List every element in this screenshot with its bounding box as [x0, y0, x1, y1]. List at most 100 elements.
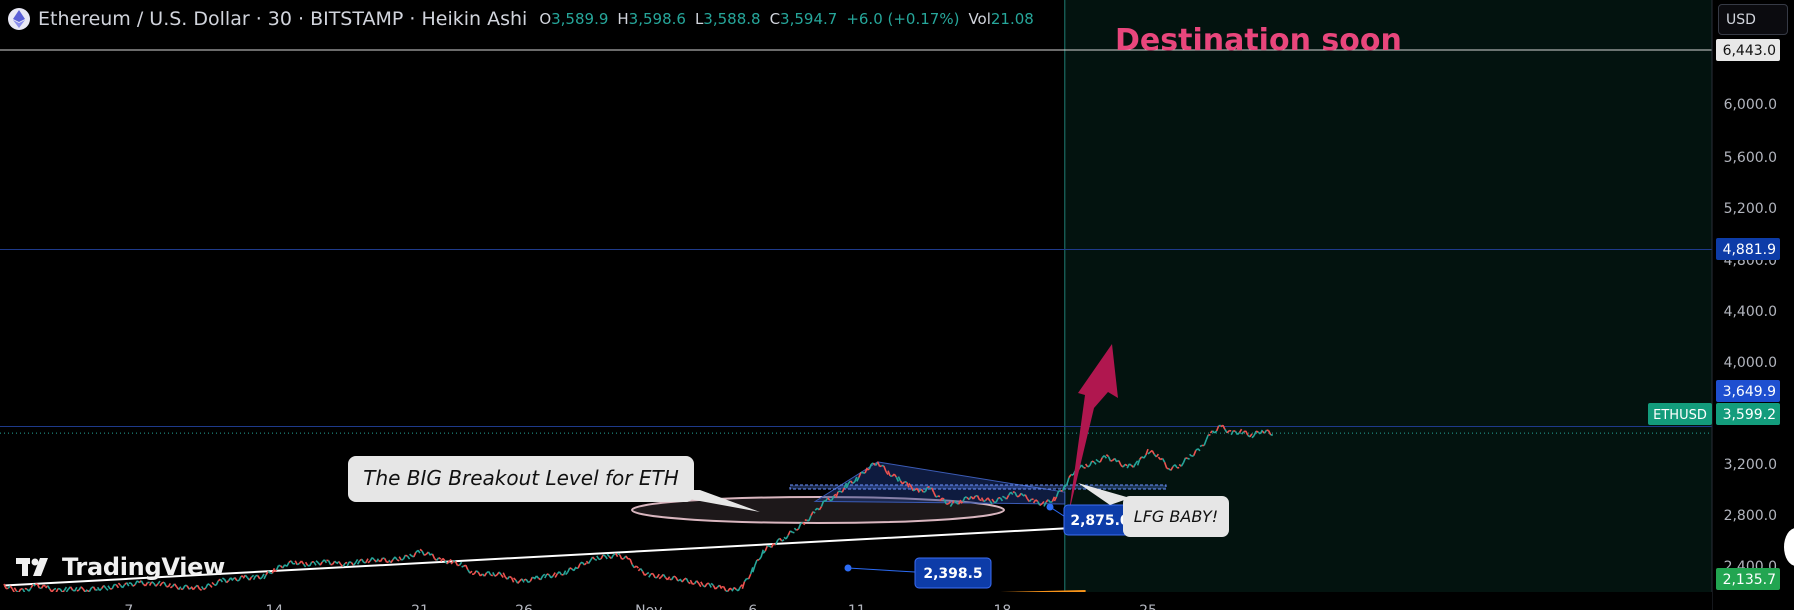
- price-candle-segment: [535, 575, 540, 579]
- price-candle-segment: [121, 584, 126, 589]
- price-candle-segment: [625, 555, 629, 560]
- price-candle-segment: [1097, 460, 1101, 463]
- price-candle-segment: [1083, 466, 1086, 469]
- price-candle-segment: [1064, 483, 1068, 488]
- price-candle-segment: [327, 560, 332, 566]
- price-candle-segment: [1068, 474, 1072, 479]
- ohlc-key: C: [769, 10, 781, 28]
- price-candle-segment: [302, 563, 307, 568]
- price-candle-segment: [203, 587, 207, 591]
- price-candle-segment: [1049, 500, 1053, 504]
- price-candle-segment: [1259, 429, 1264, 435]
- price-candle-segment: [614, 552, 619, 558]
- price-candle-segment: [1118, 460, 1122, 466]
- price-candle-segment: [367, 560, 371, 564]
- price-candle-segment: [983, 499, 987, 503]
- ohlc-key: O: [539, 10, 552, 28]
- price-candle-segment: [565, 571, 569, 576]
- symbol-title[interactable]: Ethereum / U.S. Dollar · 30 · BITSTAMP ·…: [38, 8, 528, 30]
- price-candle-segment: [577, 563, 581, 569]
- time-axis-panel: [0, 592, 1712, 610]
- price-candle-segment: [1238, 428, 1243, 433]
- price-candle-segment: [275, 565, 280, 571]
- price-candle-segment: [644, 573, 648, 577]
- price-candle-segment: [639, 567, 644, 572]
- price-candle-segment: [1197, 448, 1201, 452]
- price-candle-segment: [221, 577, 225, 581]
- ohlc-item: Vol21.08: [968, 10, 1033, 28]
- price-candle-segment: [646, 571, 650, 575]
- price-candle-segment: [76, 589, 80, 592]
- price-candle-segment: [1189, 453, 1193, 457]
- ohlc-value: 21.08: [990, 10, 1034, 28]
- price-candle-segment: [1105, 454, 1110, 458]
- price-candle-segment: [1099, 457, 1103, 463]
- price-candle-segment: [621, 557, 625, 560]
- time-tick-label: 26: [515, 603, 533, 610]
- price-candle-segment: [1128, 463, 1132, 466]
- price-candle-segment: [1055, 490, 1060, 498]
- price-candle-segment: [843, 482, 848, 489]
- price-candle-segment: [342, 562, 346, 567]
- price-candle-segment: [63, 586, 68, 591]
- price-candle-segment: [386, 560, 390, 564]
- price-candle-segment: [1180, 462, 1185, 467]
- price-candle-segment: [1245, 430, 1249, 436]
- price-candle-segment: [1240, 431, 1245, 435]
- price-candle-segment: [743, 578, 748, 583]
- callout-breakout-text: The BIG Breakout Level for ETH: [363, 466, 678, 490]
- axis-badge-current: [1716, 403, 1780, 425]
- price-candle-segment: [361, 558, 365, 563]
- future-region: [1064, 0, 1712, 592]
- price-candle-segment: [442, 557, 446, 562]
- price-candle-segment: [438, 557, 442, 560]
- price-candle-segment: [741, 581, 746, 589]
- price-candle-segment: [1145, 448, 1149, 456]
- price-candle-segment: [405, 554, 408, 557]
- price-candle-segment: [853, 476, 858, 483]
- price-candle-segment: [494, 574, 498, 577]
- price-candle-segment: [1236, 431, 1241, 436]
- price-candle-segment: [469, 570, 473, 574]
- price-candle-segment: [562, 570, 567, 576]
- price-tick-label: 3,200.0: [1724, 457, 1777, 473]
- price-candle-segment: [887, 470, 891, 477]
- price-candle-segment: [248, 576, 253, 581]
- price-candle-segment: [334, 560, 338, 564]
- currency-selector[interactable]: USD: [1718, 4, 1788, 35]
- price-candle-segment: [999, 497, 1004, 502]
- price-candle-segment: [458, 561, 463, 566]
- scroll-handle[interactable]: [1784, 528, 1794, 566]
- price-candle-segment: [517, 580, 521, 584]
- price-candle-segment: [196, 584, 201, 590]
- price-candle-segment: [953, 500, 958, 504]
- price-candle-segment: [286, 561, 290, 567]
- price-axis-panel: [1712, 0, 1794, 610]
- price-candle-segment: [1226, 430, 1230, 434]
- price-candle-segment: [841, 487, 846, 493]
- price-tick-label: 5,600.0: [1724, 150, 1777, 166]
- price-candle-segment: [1122, 463, 1126, 468]
- price-candle-segment: [1230, 430, 1234, 436]
- price-candle-segment: [1151, 450, 1155, 455]
- price-candle-segment: [594, 558, 598, 561]
- price-candle-segment: [475, 570, 479, 573]
- price-candle-segment: [849, 480, 854, 484]
- price-candle-segment: [687, 581, 691, 585]
- price-candle-segment: [169, 585, 173, 589]
- price-candle-segment: [610, 554, 615, 559]
- price-candle-segment: [411, 555, 415, 558]
- price-candle-segment: [230, 577, 234, 582]
- price-candle-segment: [685, 577, 690, 583]
- price-tick-label: 4,000.0: [1724, 355, 1777, 371]
- price-candle-segment: [383, 558, 388, 563]
- price-candle-segment: [785, 534, 789, 540]
- price-candle-segment: [818, 506, 823, 511]
- price-candle-segment: [558, 571, 563, 576]
- price-candle-segment: [1163, 461, 1168, 469]
- price-candle-segment: [1182, 457, 1187, 464]
- projection-arrow: [1068, 344, 1118, 514]
- price-candle-segment: [670, 575, 675, 581]
- price-candle-segment: [1084, 463, 1089, 468]
